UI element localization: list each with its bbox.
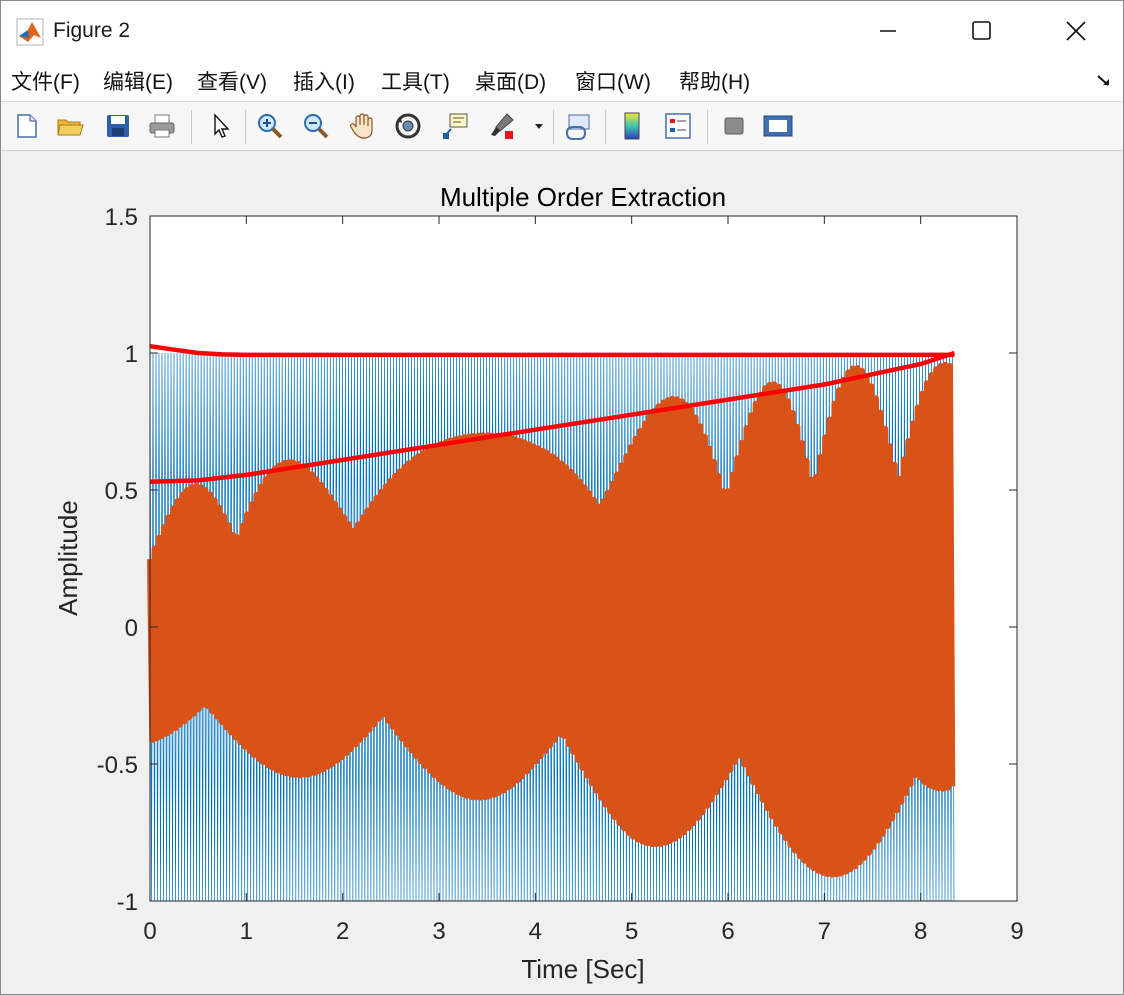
link-plot-button[interactable] [561, 109, 595, 143]
x-tick-label: 9 [1010, 918, 1023, 945]
chevron-down-icon [535, 124, 543, 129]
dock-arrow-icon[interactable] [1095, 71, 1113, 89]
menu-help[interactable]: 帮助(H) [679, 71, 751, 94]
minimize-icon [880, 30, 896, 32]
close-icon [1066, 21, 1086, 41]
menu-insert[interactable]: 插入(I) [293, 71, 355, 94]
hand-icon [350, 113, 373, 139]
new-figure-button[interactable] [9, 109, 43, 143]
figure-canvas: 0 1 2 3 4 5 6 7 8 9 -1 -0.5 0 0.5 1 1.5 Multiple Order… [1, 151, 1123, 994]
colorbar-icon [624, 112, 640, 140]
envelope-lower-line [149, 350, 956, 485]
x-tick-label: 8 [914, 918, 927, 945]
menu-desktop[interactable]: 桌面(D) [475, 71, 547, 94]
rotate-icon [395, 113, 421, 139]
menu-tools[interactable]: 工具(T) [381, 71, 450, 94]
y-tick-label: -0.5 [97, 752, 138, 779]
legend-icon [665, 113, 691, 139]
toolbar-separator [605, 110, 606, 144]
x-tick-label: 6 [721, 918, 734, 945]
toolbar-separator [191, 110, 192, 144]
data-tip-icon [443, 113, 468, 139]
menu-edit[interactable]: 编辑(E) [103, 71, 173, 94]
window-title: Figure 2 [53, 19, 131, 42]
maximize-button[interactable] [935, 1, 1029, 61]
axes-box [149, 215, 1018, 902]
open-file-button[interactable] [53, 109, 87, 143]
x-ticks: 0 1 2 3 4 5 6 7 8 9 [143, 216, 1024, 945]
print-button[interactable] [145, 109, 179, 143]
hide-plot-tools-icon [724, 117, 744, 135]
x-tick-label: 2 [336, 918, 349, 945]
title-bar[interactable]: Figure 2 [1, 1, 1123, 61]
pan-button[interactable] [345, 109, 379, 143]
zoom-out-button[interactable] [299, 109, 333, 143]
chart-title: Multiple Order Extraction [440, 182, 726, 212]
y-tick-label: 0 [125, 615, 138, 642]
x-tick-label: 3 [432, 918, 445, 945]
brush-icon [491, 113, 514, 139]
y-axis-label: Amplitude [53, 500, 83, 616]
arrow-cursor-icon [214, 113, 230, 138]
printer-icon [149, 114, 175, 138]
x-tick-label: 0 [143, 918, 156, 945]
menu-view[interactable]: 查看(V) [197, 71, 267, 94]
maximize-icon [972, 21, 991, 40]
insert-legend-button[interactable] [661, 109, 695, 143]
menu-window[interactable]: 窗口(W) [575, 71, 651, 94]
x-tick-label: 1 [240, 918, 253, 945]
brush-dropdown[interactable] [529, 109, 549, 143]
x-tick-label: 4 [529, 918, 542, 945]
envelope-lines [149, 343, 956, 485]
link-plot-icon [565, 114, 590, 140]
x-tick-label: 5 [625, 918, 638, 945]
chart: 0 1 2 3 4 5 6 7 8 9 -1 -0.5 0 0.5 1 1.5 Multiple Order… [53, 182, 1024, 984]
toolbar [1, 102, 1123, 151]
insert-colorbar-button[interactable] [615, 109, 649, 143]
y-tick-label: 1.5 [105, 204, 138, 231]
menu-bar: 文件(F) 编辑(E) 查看(V) 插入(I) 工具(T) 桌面(D) 窗口(W… [1, 61, 1123, 102]
save-icon [107, 115, 129, 137]
zoom-out-icon [304, 114, 329, 139]
hide-plot-tools-button[interactable] [717, 109, 751, 143]
menu-file[interactable]: 文件(F) [11, 71, 80, 94]
y-ticks: -1 -0.5 0 0.5 1 1.5 [97, 204, 1017, 916]
new-file-icon [17, 114, 37, 138]
minimize-button[interactable] [841, 1, 935, 61]
zoom-in-icon [258, 114, 283, 139]
series-orange-line [147, 361, 956, 878]
toolbar-separator [553, 110, 554, 144]
brush-button[interactable] [485, 109, 519, 143]
data-cursor-button[interactable] [439, 109, 473, 143]
matlab-icon [16, 18, 44, 46]
save-button[interactable] [101, 109, 135, 143]
x-tick-label: 7 [818, 918, 831, 945]
x-axis-label: Time [Sec] [521, 954, 644, 984]
close-button[interactable] [1029, 1, 1123, 61]
rotate-3d-button[interactable] [391, 109, 425, 143]
toolbar-separator [707, 110, 708, 144]
edit-plot-button[interactable] [203, 109, 237, 143]
series-orange-oscillation [147, 361, 956, 878]
toolbar-separator [245, 110, 246, 144]
y-tick-label: 0.5 [105, 478, 138, 505]
zoom-in-button[interactable] [253, 109, 287, 143]
y-tick-label: 1 [125, 341, 138, 368]
show-plot-tools-icon [763, 115, 793, 137]
show-plot-tools-button[interactable] [761, 109, 795, 143]
folder-open-icon [57, 119, 84, 136]
y-tick-label: -1 [117, 889, 138, 916]
envelope-upper-line [149, 343, 955, 358]
